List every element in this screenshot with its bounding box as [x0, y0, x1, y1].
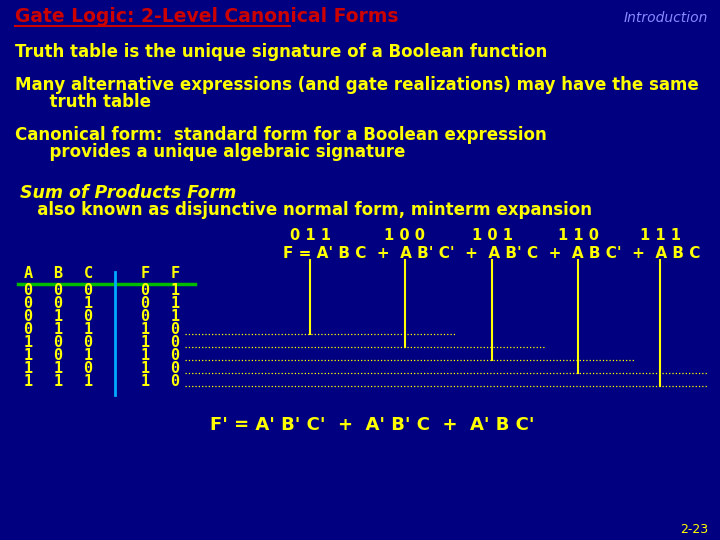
Text: 0: 0 — [53, 335, 63, 350]
Text: 0: 0 — [171, 361, 179, 376]
Text: 1 0 0: 1 0 0 — [384, 228, 426, 243]
Text: 0: 0 — [24, 322, 32, 337]
Text: 1: 1 — [140, 335, 150, 350]
Text: also known as disjunctive normal form, minterm expansion: also known as disjunctive normal form, m… — [20, 201, 592, 219]
Text: 0: 0 — [140, 283, 150, 298]
Text: 1: 1 — [24, 335, 32, 350]
Text: F: F — [171, 266, 179, 281]
Text: 1: 1 — [140, 361, 150, 376]
Text: 1 1 0: 1 1 0 — [557, 228, 598, 243]
Text: 1 1 1: 1 1 1 — [639, 228, 680, 243]
Text: 1: 1 — [171, 296, 179, 311]
Text: 1: 1 — [53, 322, 63, 337]
Text: Gate Logic: 2-Level Canonical Forms: Gate Logic: 2-Level Canonical Forms — [15, 7, 398, 26]
Text: Truth table is the unique signature of a Boolean function: Truth table is the unique signature of a… — [15, 43, 547, 61]
Text: 1: 1 — [171, 309, 179, 324]
Text: A: A — [24, 266, 32, 281]
Text: 0: 0 — [24, 296, 32, 311]
Text: 0: 0 — [140, 309, 150, 324]
Text: 0: 0 — [24, 283, 32, 298]
Text: 0: 0 — [140, 296, 150, 311]
Text: 1: 1 — [171, 283, 179, 298]
Text: 0 1 1: 0 1 1 — [289, 228, 330, 243]
Text: F = A' B C  +  A B' C'  +  A B' C  +  A B C'  +  A B C: F = A' B C + A B' C' + A B' C + A B C' +… — [283, 246, 701, 261]
Text: Sum of Products Form: Sum of Products Form — [20, 184, 236, 202]
Text: 1: 1 — [84, 296, 93, 311]
Text: Many alternative expressions (and gate realizations) may have the same: Many alternative expressions (and gate r… — [15, 76, 698, 94]
Text: 0: 0 — [84, 309, 93, 324]
Text: 1: 1 — [84, 322, 93, 337]
Text: 1: 1 — [140, 322, 150, 337]
Text: provides a unique algebraic signature: provides a unique algebraic signature — [15, 143, 405, 161]
Text: 1: 1 — [53, 309, 63, 324]
Text: 0: 0 — [84, 283, 93, 298]
Text: truth table: truth table — [15, 93, 151, 111]
Text: 1: 1 — [24, 374, 32, 389]
Text: 1: 1 — [24, 361, 32, 376]
Text: F: F — [140, 266, 150, 281]
Text: 1: 1 — [84, 348, 93, 363]
Text: 1: 1 — [53, 374, 63, 389]
Text: 1: 1 — [140, 348, 150, 363]
Text: 1: 1 — [24, 348, 32, 363]
Text: Canonical form:  standard form for a Boolean expression: Canonical form: standard form for a Bool… — [15, 126, 546, 144]
Text: 0: 0 — [171, 322, 179, 337]
Text: 0: 0 — [171, 335, 179, 350]
Text: 0: 0 — [171, 348, 179, 363]
Text: 0: 0 — [84, 361, 93, 376]
Text: 0: 0 — [84, 335, 93, 350]
Text: 1: 1 — [53, 361, 63, 376]
Text: 1: 1 — [84, 374, 93, 389]
Text: C: C — [84, 266, 93, 281]
Text: Introduction: Introduction — [624, 11, 708, 25]
Text: 2-23: 2-23 — [680, 523, 708, 536]
Text: 0: 0 — [53, 283, 63, 298]
Text: 0: 0 — [171, 374, 179, 389]
Text: 0: 0 — [53, 348, 63, 363]
Text: 1: 1 — [140, 374, 150, 389]
Text: 0: 0 — [53, 296, 63, 311]
Text: B: B — [53, 266, 63, 281]
Text: 1 0 1: 1 0 1 — [472, 228, 513, 243]
Text: F' = A' B' C'  +  A' B' C  +  A' B C': F' = A' B' C' + A' B' C + A' B C' — [210, 416, 534, 434]
Text: 0: 0 — [24, 309, 32, 324]
